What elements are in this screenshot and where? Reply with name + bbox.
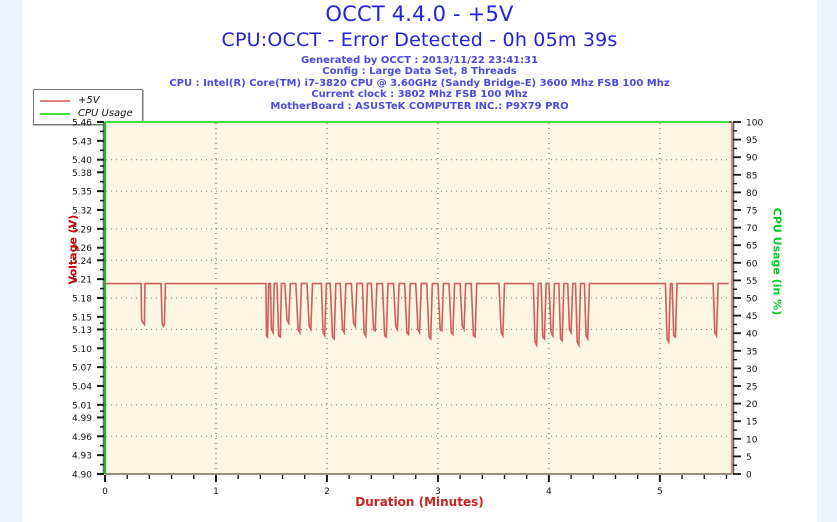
y-axis-label-left: Voltage (V) — [66, 214, 80, 285]
svg-text:5.15: 5.15 — [72, 313, 92, 323]
system-info-block: Generated by OCCT : 2013/11/22 23:41:31 … — [22, 55, 817, 112]
svg-text:35: 35 — [746, 347, 757, 357]
legend-item-5v: +5V — [40, 94, 133, 107]
svg-text:5.46: 5.46 — [72, 119, 92, 129]
page-band-right — [817, 0, 837, 522]
svg-text:30: 30 — [746, 365, 758, 375]
svg-text:0: 0 — [746, 471, 752, 481]
chart-area: 4.90 4.93 4.96 4.99 5.01 5.04 5.07 5.10 5.13 5.15… — [22, 0, 817, 522]
svg-text:5.01: 5.01 — [72, 401, 92, 411]
y-axis-label-right: CPU Usage (in %) — [770, 207, 784, 316]
svg-text:3: 3 — [435, 487, 441, 497]
svg-text:15: 15 — [746, 418, 757, 428]
svg-text:100: 100 — [746, 119, 763, 129]
svg-text:70: 70 — [746, 224, 758, 234]
svg-text:5.32: 5.32 — [72, 207, 92, 217]
legend-label-5v: +5V — [78, 95, 100, 106]
svg-text:65: 65 — [746, 242, 757, 252]
svg-text:4.90: 4.90 — [72, 471, 92, 481]
x-axis-label: Duration (Minutes) — [355, 495, 484, 509]
legend-label-cpu-usage: CPU Usage — [78, 108, 133, 119]
svg-text:5.04: 5.04 — [72, 383, 92, 393]
report-content: OCCT 4.4.0 - +5V CPU:OCCT - Error Detect… — [22, 0, 817, 522]
svg-text:5.26: 5.26 — [72, 244, 92, 254]
svg-text:45: 45 — [746, 312, 757, 322]
svg-text:0: 0 — [102, 487, 108, 497]
info-line-generated: Generated by OCCT : 2013/11/22 23:41:31 — [300, 55, 539, 66]
svg-text:5: 5 — [746, 453, 752, 463]
svg-text:5.13: 5.13 — [72, 326, 92, 336]
svg-text:5.24: 5.24 — [72, 257, 92, 267]
page-band-left — [0, 0, 22, 522]
svg-text:90: 90 — [746, 154, 758, 164]
svg-text:4.93: 4.93 — [72, 452, 92, 462]
svg-text:5.18: 5.18 — [72, 295, 92, 305]
legend-item-cpu-usage: CPU Usage — [40, 107, 133, 120]
svg-text:5.43: 5.43 — [72, 137, 92, 147]
svg-text:25: 25 — [746, 383, 757, 393]
svg-text:5.07: 5.07 — [72, 364, 92, 374]
svg-text:4.96: 4.96 — [72, 433, 92, 443]
info-line-clock: Current clock : 3802 Mhz FSB 100 Mhz — [311, 89, 528, 101]
svg-text:50: 50 — [746, 295, 758, 305]
svg-text:5: 5 — [657, 487, 663, 497]
svg-text:5.40: 5.40 — [72, 156, 92, 166]
svg-text:5.35: 5.35 — [72, 188, 92, 198]
svg-text:5.38: 5.38 — [72, 169, 92, 179]
info-line-cpu: CPU : Intel(R) Core(TM) i7-3820 CPU @ 3.… — [169, 77, 670, 89]
svg-text:85: 85 — [746, 171, 757, 181]
svg-text:4: 4 — [546, 487, 552, 497]
svg-text:1: 1 — [213, 487, 219, 497]
svg-text:2: 2 — [324, 487, 330, 497]
svg-text:5.29: 5.29 — [72, 225, 92, 235]
info-line-motherboard: MotherBoard : ASUSTeK COMPUTER INC.: P9X… — [270, 100, 569, 112]
svg-text:5.10: 5.10 — [72, 345, 92, 355]
info-line-config: Config : Large Data Set, 8 Threads — [322, 66, 517, 78]
svg-text:20: 20 — [746, 400, 758, 410]
page-subtitle: CPU:OCCT - Error Detected - 0h 05m 39s — [221, 29, 618, 51]
chart-legend: +5V CPU Usage — [33, 89, 143, 125]
svg-text:40: 40 — [746, 330, 758, 340]
svg-text:80: 80 — [746, 189, 758, 199]
svg-text:10: 10 — [746, 435, 758, 445]
legend-swatch-5v — [40, 99, 70, 102]
svg-text:95: 95 — [746, 136, 757, 146]
legend-swatch-cpu-usage — [40, 112, 70, 115]
svg-text:55: 55 — [746, 277, 757, 287]
svg-text:4.99: 4.99 — [72, 414, 92, 424]
page-title: OCCT 4.4.0 - +5V — [325, 2, 514, 26]
svg-text:75: 75 — [746, 207, 757, 217]
chart-plot-svg: 4.90 4.93 4.96 4.99 5.01 5.04 5.07 5.10 5.13 5.15… — [72, 119, 763, 498]
svg-text:60: 60 — [746, 259, 758, 269]
svg-text:5.21: 5.21 — [72, 276, 92, 286]
